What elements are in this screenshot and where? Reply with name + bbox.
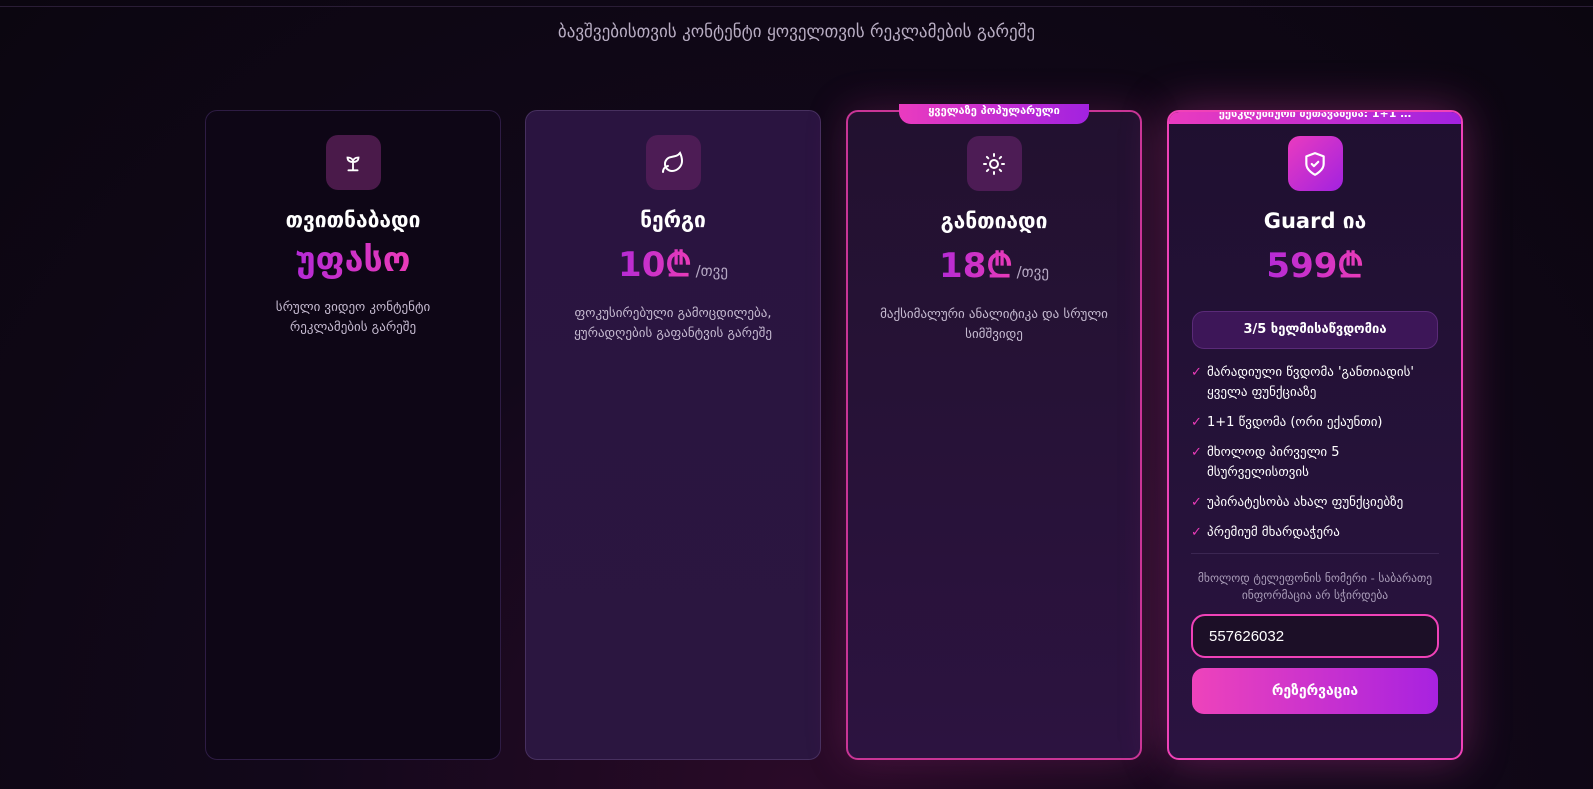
plan-card-guard[interactable]: ექსკლუზიური შეთავაზება: 1+1 … Guard ია 5… [1167, 110, 1463, 760]
plan-title: თვითნაბადი [285, 208, 421, 232]
exclusive-offer-ribbon: ექსკლუზიური შეთავაზება: 1+1 … [1169, 112, 1461, 124]
check-icon: ✓ [1191, 525, 1202, 540]
feature-item: ✓ 1+1 წვდომა (ორი ექაუნთი) [1191, 413, 1439, 433]
feature-item: ✓ პრემიუმ მხარდაჭერა [1191, 523, 1439, 543]
reserve-button[interactable]: რეზერვაცია [1192, 668, 1438, 714]
feature-text: მხოლოდ პირველი 5 მსურველისთვის [1207, 445, 1340, 480]
check-icon: ✓ [1191, 445, 1202, 460]
feature-item: ✓ უპირატესობა ახალ ფუნქციებზე [1191, 493, 1439, 513]
phone-input[interactable] [1191, 614, 1439, 658]
price-period: /თვე [1016, 263, 1049, 281]
sun-icon [966, 136, 1022, 191]
plan-card-gantiadi[interactable]: ყველაზე პოპულარული განთიადი 18₾/თვე მაქს… [846, 104, 1142, 760]
plan-title: Guard ია [1263, 209, 1367, 233]
feature-item: ✓ მარადიული წვდომა 'განთიადის' ყველა ფუნქ… [1191, 363, 1439, 403]
check-icon: ✓ [1191, 495, 1202, 510]
plan-description: მაქსიმალური ანალიტიკა და სრული სიმშვიდე [880, 307, 1108, 342]
plan-title: ნერგი [640, 208, 706, 232]
availability-badge: 3/5 ხელმისაწვდომია [1192, 311, 1438, 349]
plan-card-nergi[interactable]: ნერგი 10₾/თვე ფოკუსირებული გამოცდილება, … [525, 110, 821, 760]
phone-note: მხოლოდ ტელეფონის ნომერი - საბარათე ინფორ… [1197, 571, 1433, 602]
leaf-icon [645, 135, 701, 190]
plan-price: 18₾ [939, 241, 1013, 287]
feature-text: უპირატესობა ახალ ფუნქციებზე [1207, 495, 1404, 510]
feature-text: 1+1 წვდომა (ორი ექაუნთი) [1207, 415, 1383, 430]
shield-check-icon [1287, 136, 1343, 191]
check-icon: ✓ [1191, 365, 1202, 380]
sprout-icon [325, 135, 381, 190]
top-divider [0, 6, 1593, 7]
feature-text: პრემიუმ მხარდაჭერა [1207, 525, 1340, 540]
plan-description: სრული ვიდეო კონტენტი რეკლამების გარეშე [275, 300, 431, 335]
plan-price: 10₾ [618, 240, 692, 286]
plan-price: უფასო [295, 240, 411, 280]
feature-list: ✓ მარადიული წვდომა 'განთიადის' ყველა ფუნქ… [1191, 363, 1439, 543]
popular-badge: ყველაზე პოპულარული [899, 104, 1089, 124]
price-period: /თვე [695, 262, 728, 280]
plan-card-free[interactable]: თვითნაბადი უფასო სრული ვიდეო კონტენტი რე… [205, 110, 501, 760]
plan-description: ფოკუსირებული გამოცდილება, ყურადღების გაფ… [574, 306, 772, 341]
plan-price: 599₾ [1266, 241, 1363, 287]
feature-text: მარადიული წვდომა 'განთიადის' ყველა ფუნქც… [1207, 365, 1414, 400]
check-icon: ✓ [1191, 415, 1202, 430]
divider [1191, 553, 1439, 554]
plan-title: განთიადი [940, 209, 1048, 233]
feature-item: ✓ მხოლოდ პირველი 5 მსურველისთვის [1191, 443, 1439, 483]
page-subtitle: ბავშვებისთვის კონტენტი ყოველთვის რეკლამე… [557, 22, 1036, 42]
